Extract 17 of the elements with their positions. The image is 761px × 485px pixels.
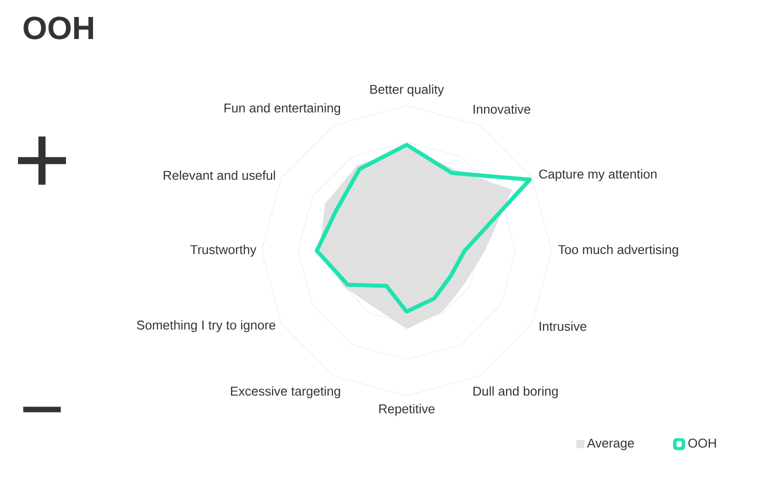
text: − — [23, 406, 61, 412]
spoke-label: Intrusive — [540, 321, 586, 331]
spoke-label: Trustworthy — [190, 244, 256, 257]
spoke-label: Dull and boring — [474, 386, 558, 398]
spoke-label: Something I try to ignore — [136, 320, 276, 332]
spoke-label: Innovative — [474, 104, 530, 114]
text: + — [18, 136, 66, 185]
spoke-label: Better quality — [370, 84, 444, 96]
chart-title: OOH — [24, 16, 94, 40]
spoke-label: Capture my attention — [539, 169, 657, 182]
spoke-label: Too much advertising — [558, 244, 678, 257]
legend-label: Average — [587, 438, 634, 450]
legend-label: OOH — [688, 438, 716, 448]
spoke-label: Repetitive — [379, 404, 435, 416]
spoke-label: Excessive targeting — [230, 386, 340, 398]
spoke-label: Relevant and useful — [164, 170, 275, 180]
spoke-label: Fun and entertaining — [224, 103, 340, 116]
